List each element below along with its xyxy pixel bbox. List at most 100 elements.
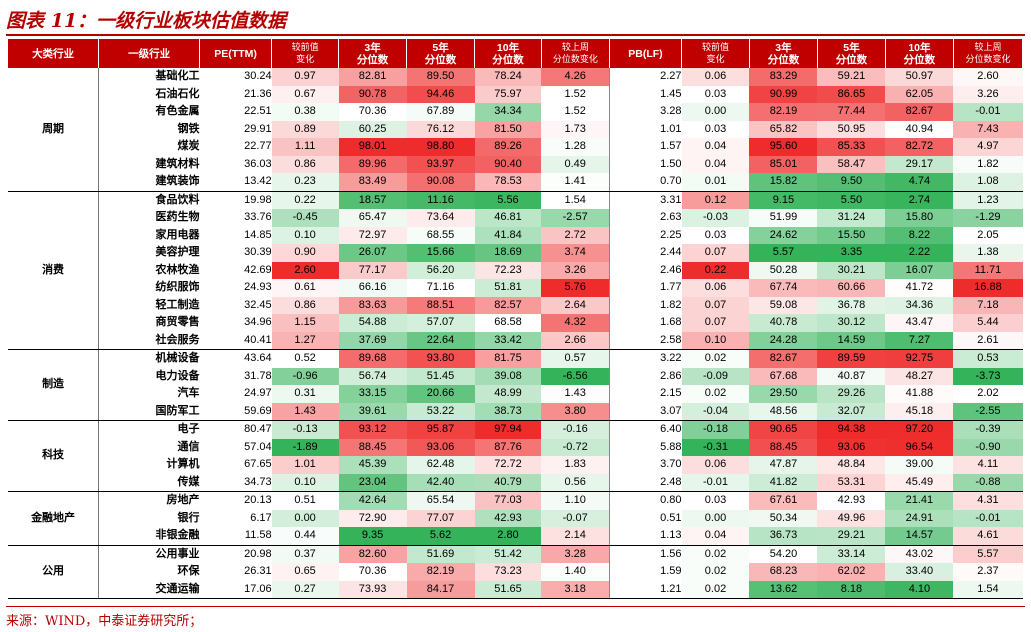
sector-group-label: 制造	[8, 349, 100, 421]
cell-pb-wk: 4.11	[953, 456, 1023, 474]
table-row: 公用 公用事业 20.98 0.37 82.60 51.69 51.42 3.28 1.56 0.…	[8, 545, 1023, 599]
cell-pe: 42.69	[244, 263, 272, 276]
cell-pe10: 82.57	[474, 296, 542, 314]
cell-pb-wk: 5.44	[953, 314, 1023, 332]
cell-pe5: 67.89	[406, 103, 475, 121]
cell-pe: 40.41	[199, 331, 272, 350]
cell-pb-chg: 0.07	[681, 314, 750, 332]
industry-name: 农林牧渔	[155, 263, 200, 276]
cell-pb-chg: 0.04	[681, 138, 750, 156]
table-row: 纺织服饰 24.93 0.61 66.16 71.16 51.81 5.76 1.77 0.06…	[8, 279, 1023, 297]
cell-pb: 1.01	[660, 122, 682, 135]
cell-pb-wk: -0.88	[953, 473, 1023, 492]
cell-pe5: 22.64	[406, 331, 475, 350]
cell-pe10: 34.34	[474, 103, 542, 121]
table-row: 有色金属 22.51 0.38 70.36 67.89 34.34 1.52 3.28 0.00…	[8, 103, 1023, 121]
column-header: 大类行业	[8, 39, 100, 68]
cell-pb10: 45.49	[885, 473, 954, 492]
cell-pe10: 68.58	[474, 314, 542, 332]
table-row: 石油石化 21.36 0.67 90.78 94.46 75.97 1.52 1.45 0.03…	[8, 85, 1023, 103]
cell-pe-wk: 4.32	[541, 314, 610, 332]
table-header-row: 大类行业 一级行业 PE(TTM) 较前值 变化 3年 分位数 5年 分位数 10年 分位数 较上周分…	[8, 39, 1024, 68]
cell-pe-chg: 0.89	[271, 120, 339, 138]
cell-pe-wk: 5.76	[541, 279, 610, 297]
cell-pb10: 40.94	[885, 120, 954, 138]
cell-pe-wk: 3.18	[541, 580, 610, 599]
cell-pe5: 93.97	[406, 155, 475, 173]
cell-pe5: 68.55	[406, 226, 475, 244]
cell-pe5: 5.62	[406, 527, 475, 546]
cell-pe10: 46.81	[474, 209, 542, 227]
cell-pe5: 88.51	[406, 296, 475, 314]
cell-pe-wk: 2.64	[541, 296, 610, 314]
column-header: 较上周 分位数变化	[953, 39, 1024, 68]
cell-pe-chg: 0.37	[271, 545, 339, 563]
cell-pb5: 62.02	[817, 563, 886, 581]
cell-pe5: 90.08	[406, 173, 475, 192]
table-row: 计算机 67.65 1.01 45.39 62.48 72.72 1.83 3.70 0.06 4…	[8, 456, 1023, 474]
cell-pb-chg: 0.00	[681, 103, 750, 121]
cell-pe3: 18.57	[338, 191, 407, 209]
table-row: 银行 6.17 0.00 72.90 77.07 42.93 -0.07 0.51 0.00 50…	[8, 509, 1023, 527]
cell-pe: 57.04	[244, 440, 272, 453]
cell-pb5: 77.44	[817, 103, 886, 121]
cell-pb-chg: 0.03	[681, 491, 750, 510]
cell-pb5: 59.21	[817, 68, 886, 86]
cell-pb10: 92.75	[885, 349, 954, 368]
cell-pb: 1.82	[660, 298, 682, 311]
cell-pb3: 90.65	[749, 420, 818, 439]
cell-pe-wk: 1.10	[541, 491, 610, 510]
cell-pb3: 88.45	[749, 438, 818, 456]
cell-pe: 19.98	[244, 193, 272, 206]
cell-pb-chg: 0.02	[681, 349, 750, 368]
cell-pe5: 53.22	[406, 402, 475, 421]
cell-pb-wk: 2.61	[953, 331, 1023, 350]
table-row: 通信 57.04 -1.89 88.45 93.06 87.76 -0.72 5.88 -0.3…	[8, 438, 1023, 456]
cell-pe3: 88.45	[338, 438, 407, 456]
cell-pb3: 65.82	[749, 120, 818, 138]
cell-pb3: 68.23	[749, 563, 818, 581]
industry-name: 电子	[177, 423, 200, 435]
table-row: 社会服务 40.41 1.27 37.69 22.64 33.42 2.66 2.58 0.10…	[8, 331, 1023, 350]
cell-pe5: 11.16	[406, 191, 475, 209]
cell-pe: 11.58	[199, 527, 272, 546]
cell-pb-wk: 1.23	[953, 191, 1023, 209]
cell-pb-wk: -0.90	[953, 438, 1023, 456]
cell-pe3: 70.36	[338, 103, 407, 121]
cell-pe3: 83.63	[338, 296, 407, 314]
figure-title: 图表 11：一级行业板块估值数据	[6, 10, 287, 32]
cell-pe5: 73.64	[406, 209, 475, 227]
cell-pe: 24.97	[244, 387, 272, 399]
cell-pb: 2.46	[660, 263, 682, 276]
table-row: 非银金融 11.58 0.44 9.35 5.62 2.80 2.14 1.13 0.04 36.…	[8, 527, 1023, 546]
cell-pb-wk: 1.08	[953, 173, 1023, 192]
cell-pe: 32.45	[244, 298, 272, 311]
cell-pb5: 48.84	[817, 456, 886, 474]
cell-pe-chg: 0.10	[271, 226, 339, 244]
column-header: 5年 分位数	[817, 39, 886, 68]
cell-pe-chg: 0.86	[271, 296, 339, 314]
cell-pb5: 29.21	[817, 527, 886, 546]
cell-pe-chg: 0.31	[271, 385, 339, 403]
cell-pb3: 83.29	[749, 68, 818, 86]
cell-pe3: 72.97	[338, 226, 407, 244]
cell-pb: 0.51	[660, 511, 682, 524]
cell-pe-wk: 1.52	[541, 103, 610, 121]
cell-pe3: 60.25	[338, 120, 407, 138]
cell-pe-wk: -0.16	[541, 420, 610, 439]
industry-name: 环保	[177, 565, 200, 577]
cell-pe10: 72.72	[474, 456, 542, 474]
cell-pe: 30.24	[244, 70, 272, 82]
cell-pe5: 42.40	[406, 473, 475, 492]
cell-pe10: 5.56	[474, 191, 542, 209]
cell-pe-chg: 0.67	[271, 85, 339, 103]
cell-pe10: 81.75	[474, 349, 542, 368]
cell-pe3: 26.07	[338, 244, 407, 262]
cell-pe3: 90.78	[338, 85, 407, 103]
table-row: 轻工制造 32.45 0.86 83.63 88.51 82.57 2.64 1.82 0.07…	[8, 296, 1023, 314]
cell-pb5: 31.24	[817, 209, 886, 227]
cell-pe10: 78.53	[474, 173, 542, 192]
cell-pe5: 84.17	[406, 580, 475, 599]
cell-pb3: 59.08	[749, 296, 818, 314]
cell-pe10: 78.24	[474, 68, 542, 86]
